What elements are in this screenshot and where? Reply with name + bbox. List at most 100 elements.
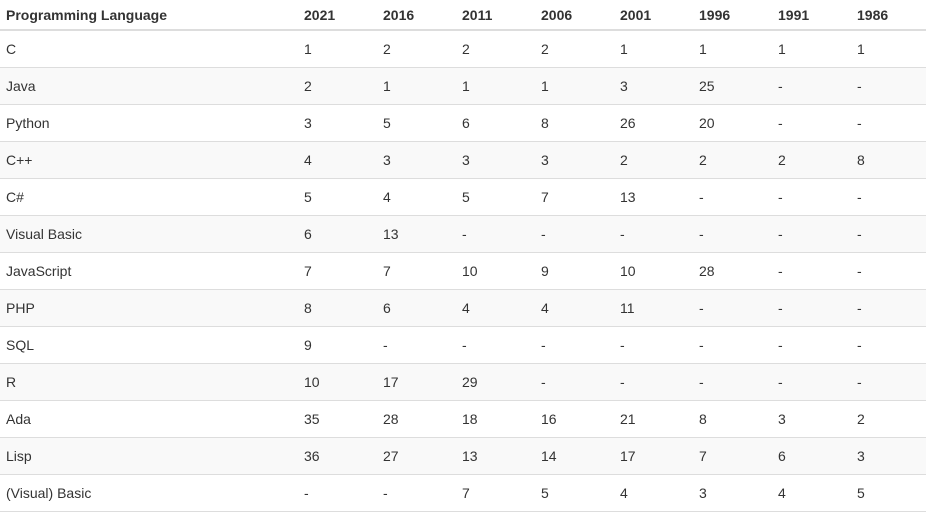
year-header: 1991 — [772, 0, 851, 31]
rank-cell: 17 — [614, 437, 693, 475]
rank-cell: 5 — [456, 178, 535, 216]
rank-cell: 18 — [456, 400, 535, 438]
rank-cell: 35 — [298, 400, 377, 438]
language-cell: SQL — [0, 326, 298, 364]
rank-cell: - — [772, 363, 851, 401]
rank-cell: 26 — [614, 104, 693, 142]
rank-cell: 3 — [614, 67, 693, 105]
rank-cell: 7 — [377, 252, 456, 290]
rank-cell: - — [693, 326, 772, 364]
rank-cell: - — [614, 215, 693, 253]
rank-cell: - — [851, 252, 926, 290]
language-cell: Lisp — [0, 437, 298, 475]
rank-cell: 7 — [298, 252, 377, 290]
table-row: Ada 35 28 18 16 21 8 3 2 — [0, 400, 926, 438]
language-cell: Python — [0, 104, 298, 142]
language-cell: JavaScript — [0, 252, 298, 290]
rank-cell: - — [851, 104, 926, 142]
rank-cell: - — [851, 67, 926, 105]
rank-cell: 2 — [456, 30, 535, 68]
table-body: C 1 2 2 2 1 1 1 1 Java 2 1 1 1 3 25- - Python 3 5 6 8 26 20- - C+… — [0, 30, 926, 512]
rank-cell: - — [298, 474, 377, 512]
rank-cell: - — [772, 215, 851, 253]
table-row: C# 5 4 5 7 13- - - — [0, 178, 926, 216]
rank-cell: - — [693, 363, 772, 401]
year-header: 1986 — [851, 0, 926, 31]
rank-cell: 9 — [535, 252, 614, 290]
rank-cell: - — [377, 474, 456, 512]
rank-cell: 1 — [772, 30, 851, 68]
rank-cell: 11 — [614, 289, 693, 327]
rank-cell: 36 — [298, 437, 377, 475]
rank-cell: 13 — [456, 437, 535, 475]
rank-cell: 3 — [535, 141, 614, 179]
rank-cell: - — [772, 67, 851, 105]
rank-cell: 9 — [298, 326, 377, 364]
rank-cell: - — [456, 215, 535, 253]
header-row: Programming Language 2021 2016 2011 2006 2001… — [0, 0, 926, 31]
rank-cell: - — [851, 363, 926, 401]
rank-cell: - — [851, 289, 926, 327]
rank-cell: - — [535, 326, 614, 364]
table-row: Java 2 1 1 1 3 25- - — [0, 67, 926, 105]
rank-cell: 4 — [772, 474, 851, 512]
rank-cell: - — [614, 363, 693, 401]
table-row: JavaScript 7 7 10 9 10 28- - — [0, 252, 926, 290]
rank-cell: - — [851, 178, 926, 216]
year-header: 2001 — [614, 0, 693, 31]
rank-cell: 1 — [456, 67, 535, 105]
rank-cell: 3 — [772, 400, 851, 438]
table-row: PHP 8 6 4 4 11- - - — [0, 289, 926, 327]
rank-cell: 4 — [456, 289, 535, 327]
rank-cell: - — [772, 252, 851, 290]
rank-cell: 1 — [614, 30, 693, 68]
rank-cell: 17 — [377, 363, 456, 401]
rank-cell: 2 — [377, 30, 456, 68]
rank-cell: - — [772, 178, 851, 216]
rank-cell: 10 — [456, 252, 535, 290]
rank-cell: 4 — [377, 178, 456, 216]
rank-cell: 20 — [693, 104, 772, 142]
rank-cell: 8 — [535, 104, 614, 142]
rank-cell: 5 — [535, 474, 614, 512]
language-cell: PHP — [0, 289, 298, 327]
rank-cell: 6 — [456, 104, 535, 142]
year-header: 2016 — [377, 0, 456, 31]
rank-cell: 14 — [535, 437, 614, 475]
rank-cell: - — [535, 363, 614, 401]
rank-cell: - — [693, 178, 772, 216]
rank-cell: 7 — [535, 178, 614, 216]
year-header: 2021 — [298, 0, 377, 31]
rank-cell: 8 — [851, 141, 926, 179]
rank-cell: 2 — [614, 141, 693, 179]
rank-cell: 5 — [377, 104, 456, 142]
language-cell: (Visual) Basic — [0, 474, 298, 512]
rank-cell: - — [535, 215, 614, 253]
rank-cell: 1 — [298, 30, 377, 68]
rank-cell: 2 — [535, 30, 614, 68]
table-row: Lisp 36 27 13 14 17 7 6 3 — [0, 437, 926, 475]
rank-cell: 2 — [851, 400, 926, 438]
rank-cell: - — [693, 289, 772, 327]
table-row: SQL 9- - - - - - - — [0, 326, 926, 364]
table-row: C++ 4 3 3 3 2 2 2 8 — [0, 141, 926, 179]
rank-cell: - — [377, 326, 456, 364]
rank-cell: 3 — [377, 141, 456, 179]
rank-cell: 7 — [456, 474, 535, 512]
language-cell: Ada — [0, 400, 298, 438]
table-header: Programming Language 2021 2016 2011 2006 2001… — [0, 0, 926, 31]
rank-cell: 4 — [535, 289, 614, 327]
rank-cell: 27 — [377, 437, 456, 475]
language-header: Programming Language — [0, 0, 298, 31]
rank-cell: 3 — [456, 141, 535, 179]
table-row: Python 3 5 6 8 26 20- - — [0, 104, 926, 142]
rank-cell: - — [772, 326, 851, 364]
rank-cell: 8 — [693, 400, 772, 438]
language-cell: C — [0, 30, 298, 68]
rank-cell: - — [614, 326, 693, 364]
rank-cell: 13 — [377, 215, 456, 253]
year-header: 2006 — [535, 0, 614, 31]
